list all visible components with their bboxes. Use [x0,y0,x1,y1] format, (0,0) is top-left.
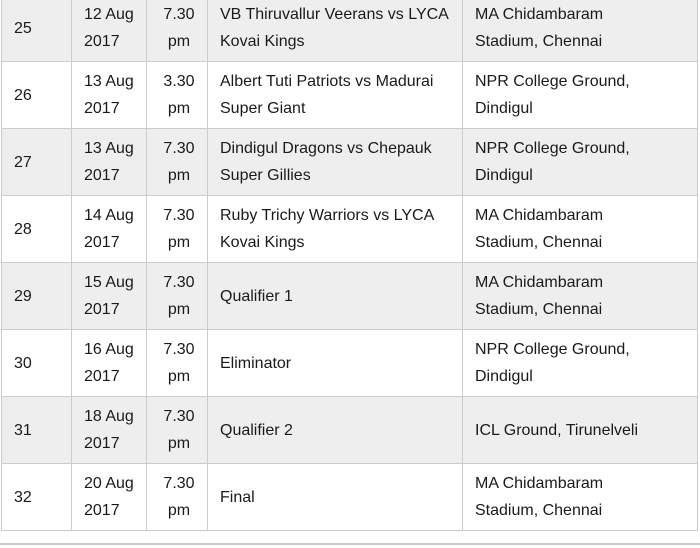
match-number-cell: 29 [1,262,72,330]
match-venue-cell: MA Chidambaram Stadium, Chennai [462,463,698,531]
match-title-cell: Qualifier 2 [207,396,463,464]
match-date-cell: 13 Aug 2017 [71,128,147,196]
match-time-cell: 7.30 pm [146,0,208,62]
match-date-cell: 12 Aug 2017 [71,0,147,62]
match-venue-cell: MA Chidambaram Stadium, Chennai [462,262,698,330]
match-venue-cell: NPR College Ground, Dindigul [462,128,698,196]
table-row: 27 13 Aug 2017 7.30 pm Dindigul Dragons … [1,128,698,196]
bottom-divider [0,543,700,545]
match-title-cell: VB Thiruvallur Veerans vs LYCA Kovai Kin… [207,0,463,62]
table-row: 31 18 Aug 2017 7.30 pm Qualifier 2 ICL G… [1,396,698,464]
match-venue-cell: NPR College Ground, Dindigul [462,61,698,129]
match-number-cell: 30 [1,329,72,397]
match-title-cell: Qualifier 1 [207,262,463,330]
match-number-cell: 25 [1,0,72,62]
table-row: 32 20 Aug 2017 7.30 pm Final MA Chidamba… [1,463,698,531]
match-time-cell: 7.30 pm [146,396,208,464]
match-date-cell: 14 Aug 2017 [71,195,147,263]
match-venue-cell: MA Chidambaram Stadium, Chennai [462,195,698,263]
match-number-cell: 31 [1,396,72,464]
table-row: 26 13 Aug 2017 3.30 pm Albert Tuti Patri… [1,61,698,129]
table-row: 30 16 Aug 2017 7.30 pm Eliminator NPR Co… [1,329,698,397]
table-row: 29 15 Aug 2017 7.30 pm Qualifier 1 MA Ch… [1,262,698,330]
match-venue-cell: ICL Ground, Tirunelveli [462,396,698,464]
table-row: 28 14 Aug 2017 7.30 pm Ruby Trichy Warri… [1,195,698,263]
match-time-cell: 3.30 pm [146,61,208,129]
match-time-cell: 7.30 pm [146,463,208,531]
match-title-cell: Final [207,463,463,531]
match-number-cell: 27 [1,128,72,196]
table-row: 25 12 Aug 2017 7.30 pm VB Thiruvallur Ve… [1,0,698,62]
match-number-cell: 28 [1,195,72,263]
match-date-cell: 20 Aug 2017 [71,463,147,531]
match-number-cell: 32 [1,463,72,531]
match-title-cell: Ruby Trichy Warriors vs LYCA Kovai Kings [207,195,463,263]
match-title-cell: Eliminator [207,329,463,397]
match-title-cell: Dindigul Dragons vs Chepauk Super Gillie… [207,128,463,196]
match-time-cell: 7.30 pm [146,195,208,263]
match-date-cell: 16 Aug 2017 [71,329,147,397]
match-title-cell: Albert Tuti Patriots vs Madurai Super Gi… [207,61,463,129]
match-number-cell: 26 [1,61,72,129]
fixtures-table: 25 12 Aug 2017 7.30 pm VB Thiruvallur Ve… [1,0,698,531]
match-venue-cell: MA Chidambaram Stadium, Chennai [462,0,698,62]
match-date-cell: 13 Aug 2017 [71,61,147,129]
match-time-cell: 7.30 pm [146,128,208,196]
match-venue-cell: NPR College Ground, Dindigul [462,329,698,397]
match-date-cell: 18 Aug 2017 [71,396,147,464]
match-time-cell: 7.30 pm [146,329,208,397]
match-date-cell: 15 Aug 2017 [71,262,147,330]
match-time-cell: 7.30 pm [146,262,208,330]
